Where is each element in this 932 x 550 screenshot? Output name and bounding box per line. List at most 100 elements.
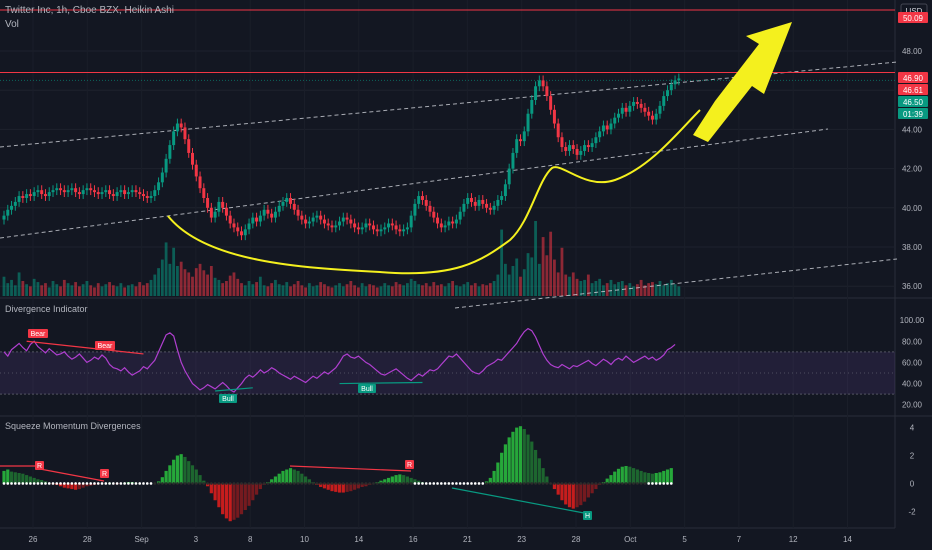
squeeze-dot bbox=[406, 482, 409, 485]
candle-body bbox=[191, 152, 194, 165]
momentum-bar bbox=[545, 476, 549, 484]
squeeze-dot bbox=[349, 482, 353, 485]
squeeze-dot bbox=[549, 482, 552, 485]
squeeze-dot bbox=[134, 482, 138, 485]
candle-body bbox=[409, 215, 413, 228]
volume-bar bbox=[541, 237, 545, 296]
candle-body bbox=[221, 201, 225, 208]
candle-body bbox=[126, 192, 130, 195]
squeeze-dot bbox=[338, 482, 341, 485]
candle-body bbox=[296, 209, 300, 216]
candle-body bbox=[503, 184, 507, 197]
volume-bar bbox=[511, 266, 515, 296]
candle-body bbox=[605, 125, 609, 130]
squeeze-dot bbox=[176, 482, 179, 485]
momentum-bar bbox=[654, 473, 658, 484]
volume-bar bbox=[228, 275, 232, 296]
volume-bar bbox=[338, 283, 341, 296]
volume-bar bbox=[428, 286, 432, 296]
candle-body bbox=[273, 211, 277, 218]
candle-body bbox=[17, 196, 21, 202]
squeeze-dot bbox=[609, 482, 613, 485]
momentum-bar bbox=[579, 483, 583, 506]
squeeze-dot bbox=[556, 482, 560, 485]
volume-bar bbox=[157, 268, 160, 296]
momentum-bar bbox=[635, 469, 639, 484]
squeeze-dot bbox=[123, 482, 126, 485]
volume-bar bbox=[575, 278, 579, 296]
volume-bar bbox=[13, 285, 17, 296]
volume-bar bbox=[394, 282, 398, 296]
momentum-bar bbox=[631, 468, 636, 484]
mom-tick-label: 4 bbox=[910, 424, 915, 433]
candle-body bbox=[270, 213, 274, 218]
squeeze-dot bbox=[391, 482, 394, 485]
candle-body bbox=[507, 168, 511, 185]
squeeze-dot bbox=[44, 482, 47, 485]
momentum-bar bbox=[160, 477, 164, 484]
momentum-divergence-line bbox=[451, 487, 585, 514]
candle-body bbox=[628, 105, 632, 112]
candle-body bbox=[617, 113, 621, 118]
momentum-bar bbox=[616, 468, 621, 484]
momentum-bar bbox=[511, 431, 515, 484]
squeeze-dot bbox=[368, 482, 371, 485]
squeeze-dot bbox=[240, 482, 243, 485]
candle-body bbox=[556, 123, 560, 138]
squeeze-dot bbox=[357, 482, 360, 485]
momentum-bar bbox=[213, 483, 217, 501]
volume-bar bbox=[330, 287, 334, 296]
volume-bar bbox=[187, 272, 191, 296]
candle-body bbox=[255, 217, 259, 222]
squeeze-dot bbox=[375, 482, 379, 485]
squeeze-dot bbox=[654, 482, 658, 485]
squeeze-dot bbox=[568, 482, 571, 485]
squeeze-dot bbox=[221, 482, 224, 485]
momentum-bar bbox=[243, 483, 247, 511]
squeeze-dot bbox=[274, 482, 277, 485]
candle-body bbox=[51, 190, 55, 193]
price-badge-label: 50.09 bbox=[903, 14, 924, 23]
volume-bar bbox=[545, 255, 549, 296]
candle-body bbox=[451, 221, 455, 224]
label-text: R bbox=[407, 462, 412, 469]
momentum-bar bbox=[409, 477, 413, 484]
volume-bar bbox=[477, 286, 481, 296]
momentum-bar bbox=[77, 483, 81, 490]
volume-bar bbox=[436, 285, 439, 296]
candle-body bbox=[462, 203, 466, 212]
candle-body bbox=[526, 113, 530, 132]
squeeze-dot bbox=[620, 482, 624, 485]
momentum-bar bbox=[300, 473, 304, 484]
volume-bar bbox=[21, 281, 25, 296]
volume-bar bbox=[202, 270, 206, 296]
volume-bar bbox=[81, 284, 85, 296]
squeeze-dot bbox=[311, 482, 315, 485]
squeeze-dot bbox=[232, 482, 236, 485]
candle-body bbox=[240, 231, 244, 236]
momentum-bar bbox=[613, 471, 617, 484]
momentum-bar bbox=[251, 483, 255, 501]
candle-body bbox=[123, 190, 127, 195]
volume-bar bbox=[662, 285, 666, 296]
volume-bar bbox=[368, 284, 372, 296]
candle-body bbox=[673, 80, 677, 85]
label-text: Bear bbox=[98, 343, 113, 350]
volume-bar bbox=[319, 282, 323, 296]
momentum-bar bbox=[643, 472, 647, 484]
price-badge-bg bbox=[898, 96, 928, 107]
candle-body bbox=[534, 86, 538, 100]
squeeze-dot bbox=[251, 482, 255, 485]
candle-body bbox=[292, 203, 296, 210]
volume-bar bbox=[496, 274, 500, 296]
candle-body bbox=[104, 190, 108, 193]
candle-body bbox=[232, 223, 236, 228]
volume-bar bbox=[2, 276, 6, 296]
channel-line bbox=[0, 128, 829, 239]
squeeze-dot bbox=[639, 482, 643, 485]
volume-bar bbox=[421, 285, 424, 296]
momentum-bar bbox=[81, 483, 85, 488]
squeeze-dot bbox=[481, 482, 485, 485]
volume-bar bbox=[247, 281, 251, 296]
